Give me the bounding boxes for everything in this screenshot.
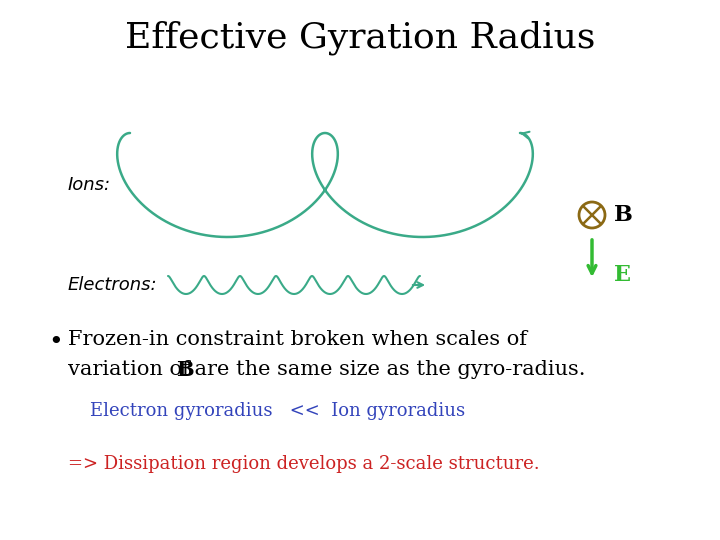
Text: B: B <box>176 360 194 380</box>
Text: Electrons:: Electrons: <box>68 276 158 294</box>
Text: Frozen-in constraint broken when scales of: Frozen-in constraint broken when scales … <box>68 330 527 349</box>
Text: variation of: variation of <box>68 360 197 379</box>
Text: E: E <box>614 264 631 286</box>
Text: •: • <box>48 330 63 354</box>
Text: B: B <box>614 204 633 226</box>
Text: Electron gyroradius   <<  Ion gyroradius: Electron gyroradius << Ion gyroradius <box>90 402 465 420</box>
Text: => Dissipation region develops a 2-scale structure.: => Dissipation region develops a 2-scale… <box>68 455 539 473</box>
Text: are the same size as the gyro-radius.: are the same size as the gyro-radius. <box>188 360 585 379</box>
Text: Effective Gyration Radius: Effective Gyration Radius <box>125 21 595 55</box>
Text: Ions:: Ions: <box>68 176 111 194</box>
